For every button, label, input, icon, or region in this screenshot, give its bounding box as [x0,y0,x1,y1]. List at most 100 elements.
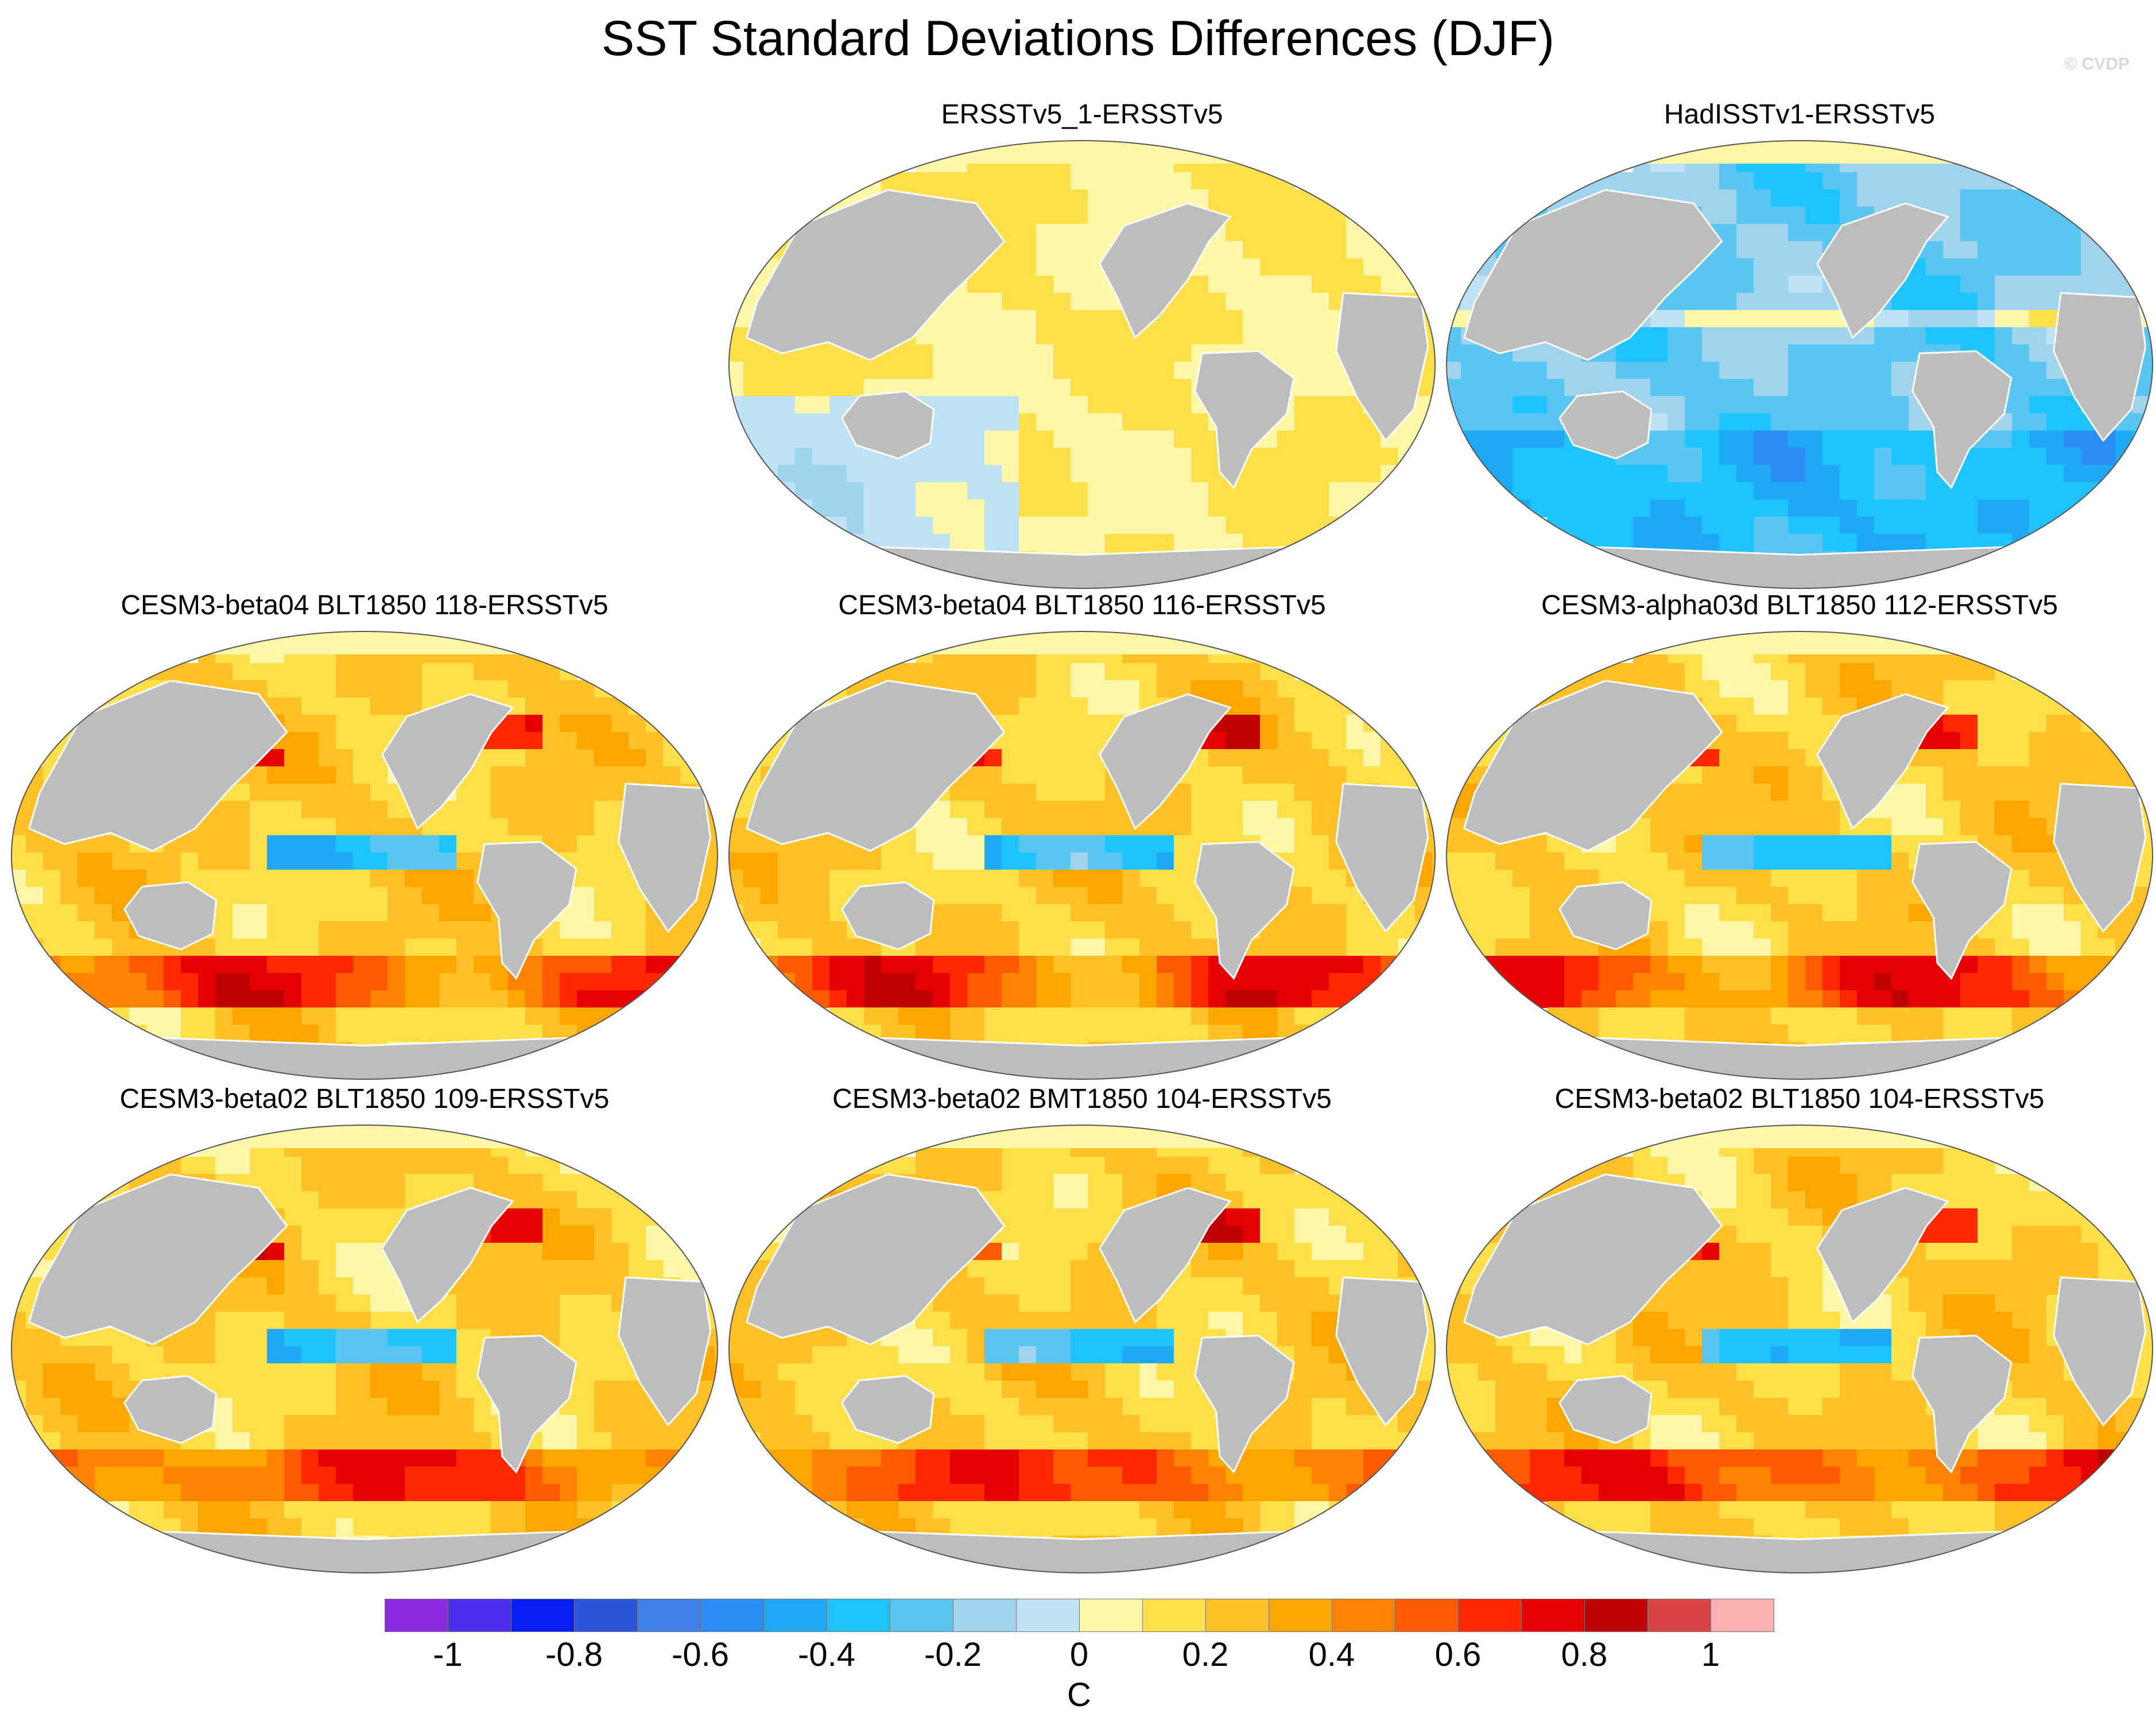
sst-cell [1995,663,2012,681]
sst-cell [301,1312,319,1329]
sst-cell [1736,413,1754,431]
sst-cell [60,1346,78,1364]
sst-cell [232,1312,250,1329]
sst-cell [1495,465,1513,483]
sst-cell [1547,939,1565,956]
sst-cell [1053,921,1071,939]
sst-cell [542,956,560,974]
sst-cell [1088,956,1106,974]
sst-cell [1053,499,1071,517]
sst-cell [1995,697,2012,715]
sst-cell [967,517,985,534]
sst-cell [2064,749,2081,767]
sst-cell [594,1174,612,1192]
sst-cell [1771,870,1789,887]
sst-cell [1019,801,1037,819]
sst-cell [1122,956,1140,974]
sst-cell [1754,715,1771,732]
sst-cell [301,1208,319,1226]
sst-cell [1943,784,1961,801]
sst-cell [387,1329,405,1347]
sst-cell [2029,258,2047,276]
sst-cell [984,870,1002,887]
map-outline [1446,140,2153,589]
sst-cell [1909,276,1926,293]
sst-cell [1995,835,2012,853]
sst-cell [829,499,847,517]
sst-cell [284,990,302,1008]
sst-cell [761,921,778,939]
sst-cell [2064,413,2081,431]
sst-cell [2029,362,2047,379]
map-panel: CESM3-beta04 BLT1850 118-ERSSTv5 [9,588,720,1082]
sst-cell [1513,904,1530,922]
sst-cell [898,835,916,853]
sst-cell [829,482,847,500]
land-australia [841,881,935,951]
sst-cell [594,749,612,767]
sst-cell [881,956,899,974]
sst-cell [1002,749,1019,767]
sst-cell [2046,749,2064,767]
sst-cell [474,939,491,956]
sst-cell [967,310,985,328]
sst-cell [577,1346,595,1364]
sst-cell [1243,818,1261,836]
sst-cell [1088,801,1106,819]
sst-cell [1668,396,1685,414]
sst-cell [26,904,44,922]
sst-cell [1243,293,1261,311]
sst-cell [577,784,595,801]
sst-cell [729,379,744,397]
sst-cell [1513,448,1530,466]
sst-cell [1019,990,1037,1008]
sst-cell [1226,241,1243,259]
sst-cell [2046,465,2064,483]
sst-cell [1019,1007,1037,1025]
world-map [1446,140,2153,589]
sst-cell [1736,835,1754,853]
sst-cell [2012,784,2030,801]
sst-cell [577,697,595,715]
sst-cell [1995,990,2012,1008]
sst-cell [1036,904,1054,922]
sst-cell [1754,241,1771,259]
sst-cell [560,715,577,732]
sst-cell [1105,448,1123,466]
sst-cell [336,870,354,887]
sst-cell [1053,172,1071,190]
sst-cell [2012,327,2030,345]
sst-cell [336,1208,354,1226]
sst-cell [319,784,336,801]
sst-cell [2029,749,2047,767]
sst-cell [1036,534,1054,552]
sst-cell [1122,887,1140,905]
sst-cell [508,732,526,750]
sst-cell [1616,835,1634,853]
sst-cell [898,1007,916,1025]
sst-cell [1346,431,1364,448]
sst-cell [1174,379,1192,397]
sst-cell [1105,835,1123,853]
sst-cell [950,921,968,939]
sst-cell [1277,939,1295,956]
sst-cell [1174,344,1192,362]
sst-cell [1616,465,1634,483]
sst-cell [1805,990,1823,1008]
sst-cell [370,1157,388,1174]
sst-cell [1874,870,1892,887]
sst-cell [1874,499,1892,517]
sst-cell [284,1277,302,1295]
sst-cell [984,465,1002,483]
sst-cell [1105,1007,1123,1025]
sst-cell [1754,870,1771,887]
sst-cell [1805,482,1823,500]
sst-cell [1019,749,1037,767]
sst-cell [1633,835,1651,853]
sst-cell [1668,362,1685,379]
sst-cell [1478,852,1496,870]
sst-cell [1840,939,1858,956]
sst-cell [1071,715,1088,732]
sst-cell [319,1226,336,1243]
sst-cell [1702,887,1720,905]
